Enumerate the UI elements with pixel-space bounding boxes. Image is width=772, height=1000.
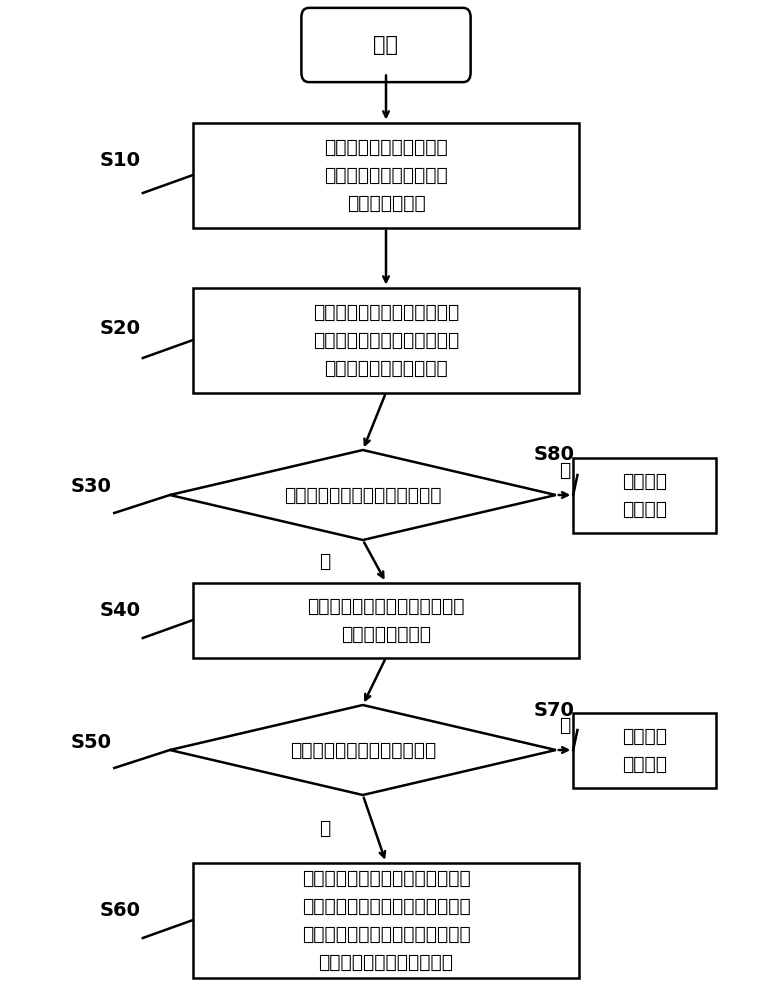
Text: S40: S40 bbox=[99, 600, 141, 619]
Text: S60: S60 bbox=[99, 900, 141, 920]
Bar bbox=[193, 862, 579, 978]
Bar bbox=[193, 582, 579, 658]
Text: 否: 否 bbox=[559, 716, 571, 735]
Text: 获取室内环境空间内的互不相
同的多个环境参数的初始测量
值，以形成初始环境数据: 获取室内环境空间内的互不相 同的多个环境参数的初始测量 值，以形成初始环境数据 bbox=[313, 302, 459, 377]
Bar bbox=[573, 712, 716, 788]
Bar bbox=[193, 288, 579, 392]
Text: S50: S50 bbox=[70, 732, 112, 752]
Text: 通过空调器调节目标环境参数，以
使得目标环境参数调节后的参数值
和其他环境参数的参数值形成的最
终环境数据不满足预设条件: 通过空调器调节目标环境参数，以 使得目标环境参数调节后的参数值 和其他环境参数的… bbox=[302, 868, 470, 972]
Text: 初始环境数据是否满足预设条件: 初始环境数据是否满足预设条件 bbox=[284, 486, 442, 504]
Bar bbox=[193, 122, 579, 228]
Text: 是否能够筛选出目标环境参数: 是否能够筛选出目标环境参数 bbox=[290, 740, 436, 760]
Text: S10: S10 bbox=[99, 150, 141, 169]
Text: 开始: 开始 bbox=[374, 35, 398, 55]
Text: 是: 是 bbox=[319, 552, 330, 571]
Text: 控制智能
蚊帐收拢: 控制智能 蚊帐收拢 bbox=[622, 472, 667, 518]
Text: S30: S30 bbox=[71, 478, 111, 496]
Text: 否: 否 bbox=[559, 461, 571, 480]
Text: 是: 是 bbox=[319, 819, 330, 838]
Text: 控制智能
蚊帐展开: 控制智能 蚊帐展开 bbox=[622, 726, 667, 774]
Text: 接收用于表示室内环境空
间中的床体上有人体存在
的人体休息信号: 接收用于表示室内环境空 间中的床体上有人体存在 的人体休息信号 bbox=[324, 137, 448, 213]
Text: S80: S80 bbox=[533, 446, 575, 464]
Text: 根据预设规则在多个环境参数中
筛选目标环境参数: 根据预设规则在多个环境参数中 筛选目标环境参数 bbox=[307, 596, 465, 644]
Bar bbox=[573, 458, 716, 532]
Text: S70: S70 bbox=[534, 700, 574, 720]
Text: S20: S20 bbox=[99, 318, 141, 338]
